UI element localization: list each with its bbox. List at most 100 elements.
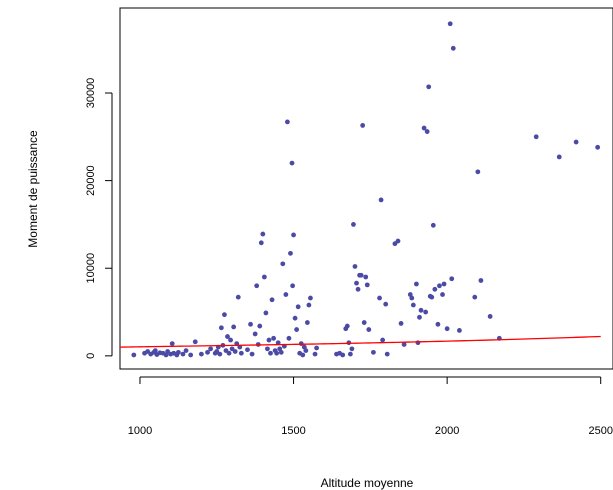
data-point xyxy=(208,346,214,352)
data-point xyxy=(258,240,264,246)
y-axis: 0 10000 20000 30000 xyxy=(85,78,113,359)
data-point xyxy=(292,315,298,321)
data-point xyxy=(363,274,369,280)
x-tick-label: 2500 xyxy=(588,425,612,437)
data-point xyxy=(573,139,579,145)
data-point xyxy=(487,314,493,319)
data-point xyxy=(417,314,422,320)
data-point xyxy=(351,222,356,227)
data-point xyxy=(423,309,429,315)
data-point xyxy=(437,283,442,289)
data-point xyxy=(430,222,436,228)
data-point xyxy=(235,294,241,300)
data-point xyxy=(398,321,404,326)
data-point xyxy=(205,349,210,355)
data-point xyxy=(280,261,286,267)
data-point xyxy=(457,328,462,333)
data-point xyxy=(245,347,250,353)
y-tick-label: 0 xyxy=(85,353,97,359)
data-point xyxy=(349,346,355,352)
data-point xyxy=(355,286,361,292)
data-point xyxy=(383,301,389,307)
data-point xyxy=(286,335,292,341)
data-point xyxy=(401,342,407,347)
data-point xyxy=(312,351,318,357)
data-point xyxy=(429,294,435,300)
data-point xyxy=(440,292,445,297)
data-point xyxy=(222,312,227,318)
plot-frame xyxy=(119,7,613,370)
data-point xyxy=(268,350,273,356)
data-point xyxy=(358,272,364,278)
data-point xyxy=(275,340,281,346)
data-point xyxy=(303,348,309,353)
data-point xyxy=(217,351,223,357)
data-point xyxy=(257,323,263,329)
data-point xyxy=(175,349,181,355)
data-point xyxy=(218,325,224,331)
data-point xyxy=(269,297,275,303)
data-point xyxy=(444,326,450,332)
data-point xyxy=(183,348,189,353)
data-point xyxy=(232,349,238,354)
data-point xyxy=(278,349,284,355)
data-point xyxy=(344,323,350,329)
data-point xyxy=(421,125,427,131)
data-point xyxy=(556,154,562,160)
y-tick-label: 10000 xyxy=(85,253,97,284)
data-point xyxy=(371,349,376,355)
data-point xyxy=(252,331,258,337)
data-point xyxy=(290,283,296,289)
data-point xyxy=(260,231,266,237)
data-point xyxy=(435,321,441,327)
data-point xyxy=(472,294,478,300)
data-point xyxy=(225,334,230,339)
data-point xyxy=(294,327,300,332)
data-point xyxy=(418,307,424,313)
data-point xyxy=(354,280,359,286)
x-tick-label: 1500 xyxy=(281,425,305,437)
data-point xyxy=(414,281,419,287)
data-point xyxy=(314,345,319,351)
data-point xyxy=(426,84,432,90)
data-point xyxy=(432,286,438,292)
data-point xyxy=(263,310,269,316)
data-point xyxy=(254,283,260,289)
data-point xyxy=(295,304,301,310)
data-point xyxy=(192,339,198,345)
data-point xyxy=(238,350,244,356)
data-points xyxy=(131,21,601,358)
data-point xyxy=(306,302,312,308)
data-point xyxy=(288,250,293,256)
data-point xyxy=(340,352,346,358)
data-point xyxy=(352,264,358,269)
data-point xyxy=(475,169,481,175)
data-point xyxy=(478,278,484,283)
data-point xyxy=(366,327,372,332)
fit-curve xyxy=(120,335,601,348)
x-tick-label: 2000 xyxy=(435,425,459,437)
data-point xyxy=(271,335,276,341)
data-point xyxy=(285,119,290,125)
data-point xyxy=(249,351,255,357)
x-axis-title: Altitude moyenne xyxy=(321,476,414,490)
data-point xyxy=(384,351,390,357)
plot-area xyxy=(120,21,601,358)
data-point xyxy=(410,302,416,308)
data-point xyxy=(188,352,194,358)
data-point xyxy=(595,144,601,150)
data-point xyxy=(347,351,353,357)
y-axis-title: Moment de puissance xyxy=(26,130,40,248)
data-point xyxy=(360,123,366,128)
data-point xyxy=(231,324,237,330)
data-point xyxy=(449,276,455,282)
data-point xyxy=(415,340,421,346)
data-point xyxy=(265,346,270,352)
data-point xyxy=(409,295,415,301)
data-point xyxy=(377,295,382,301)
x-tick-label: 1000 xyxy=(128,425,152,437)
x-axis: 1000 1500 2000 2500 xyxy=(128,376,613,437)
data-point xyxy=(304,320,310,325)
